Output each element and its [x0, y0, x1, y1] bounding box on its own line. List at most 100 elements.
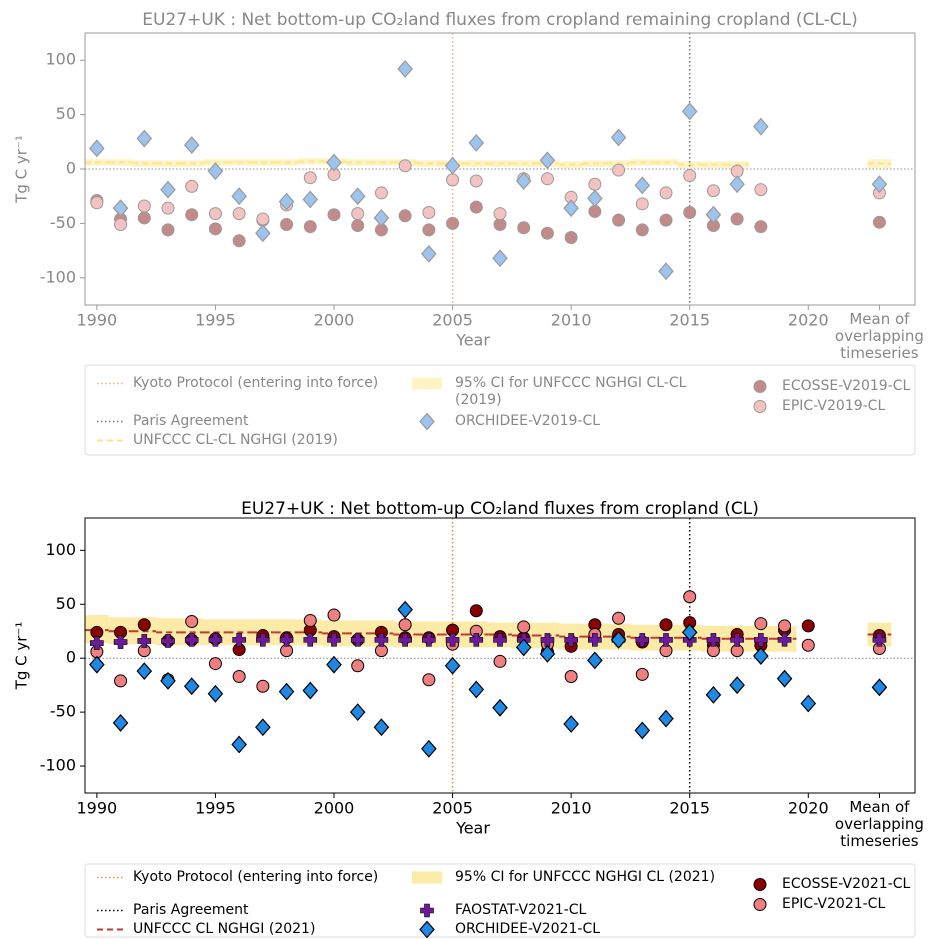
point — [89, 139, 105, 158]
legend-swatch — [412, 377, 442, 390]
point — [278, 682, 295, 701]
legend-label-box: ORCHIDEE-V2019-CL — [455, 413, 601, 429]
y-tick-label: 0 — [66, 159, 76, 178]
x-axis-label: Year — [455, 819, 490, 838]
point — [327, 608, 341, 622]
x-tick-label: 2000 — [314, 311, 355, 330]
point — [659, 618, 673, 632]
legend-swatch — [419, 920, 435, 939]
legend-label-box: Paris Agreement — [133, 902, 249, 918]
y-tick-label: -100 — [40, 756, 76, 775]
point — [871, 175, 888, 194]
point — [729, 676, 745, 695]
point — [183, 136, 200, 154]
point — [610, 630, 627, 649]
point — [800, 694, 817, 713]
point — [351, 207, 365, 221]
point — [444, 656, 461, 675]
legend-swatch — [419, 412, 435, 431]
point — [706, 633, 721, 647]
y-axis-label: Tg C yr⁻¹ — [13, 135, 31, 204]
y-tick-label: 100 — [45, 50, 76, 69]
chart-title: EU27+UK : Net bottom-up CO₂land fluxes f… — [142, 10, 857, 30]
legend-label: 95% CI for UNFCCC NGHGI CL (2021) — [455, 869, 716, 885]
legend-label-box: UNFCCC CL NGHGI (2021) — [133, 921, 315, 937]
point — [515, 638, 532, 657]
legend-label: EPIC-V2019-CL — [782, 398, 886, 414]
point — [137, 618, 151, 632]
point — [730, 633, 744, 647]
point — [493, 654, 507, 668]
point — [208, 633, 223, 647]
x-tick-label: 1995 — [195, 311, 236, 330]
point — [373, 209, 390, 227]
point — [421, 244, 437, 263]
point — [113, 635, 128, 649]
point — [658, 709, 674, 728]
legend-label: ORCHIDEE-V2019-CL — [455, 413, 601, 429]
point — [185, 615, 199, 629]
point — [753, 117, 769, 136]
point — [303, 613, 317, 627]
point — [776, 669, 793, 688]
point — [397, 600, 413, 619]
point — [207, 684, 224, 703]
plot-frame — [84, 517, 916, 794]
point — [469, 174, 483, 188]
point — [705, 685, 722, 704]
point — [185, 208, 199, 222]
x-tick-label: 2000 — [314, 799, 355, 818]
legend-label: Kyoto Protocol (entering into force) — [133, 375, 379, 391]
legend-label-box: ECOSSE-V2019-CL — [782, 378, 910, 394]
x-tick-label-box: Mean of overlapping timeseries — [835, 799, 924, 850]
point — [278, 192, 295, 211]
legend-label: Paris Agreement — [133, 902, 249, 918]
point — [612, 611, 626, 625]
point — [683, 590, 697, 604]
point — [208, 207, 222, 221]
point — [493, 217, 507, 231]
point — [208, 657, 222, 671]
point — [184, 633, 199, 647]
legend-label: ORCHIDEE-V2021-CL — [455, 921, 601, 937]
point — [469, 200, 483, 214]
y-tick-label: 0 — [66, 648, 76, 667]
point — [232, 234, 246, 248]
legend-label-box: Kyoto Protocol (entering into force) — [133, 375, 379, 391]
point — [350, 633, 365, 647]
point — [207, 162, 224, 181]
x-tick-label: 2015 — [669, 311, 710, 330]
x-tick-label: 1995 — [195, 799, 236, 818]
point — [231, 187, 247, 206]
point — [540, 226, 554, 240]
point — [539, 151, 556, 170]
point — [469, 633, 484, 647]
point — [754, 633, 768, 647]
point — [374, 633, 389, 647]
legend-swatch — [753, 898, 767, 911]
point — [778, 619, 792, 633]
legend-label-box: 95% CI for UNFCCC NGHGI CL (2021) — [455, 869, 716, 885]
legend-label: FAOSTAT-V2021-CL — [455, 902, 587, 918]
point — [398, 633, 412, 647]
point — [659, 186, 673, 200]
point — [659, 213, 673, 227]
x-tick-label-box: Mean of overlapping timeseries — [835, 311, 924, 362]
x-tick-label: 2020 — [788, 799, 829, 818]
point — [303, 220, 317, 234]
point — [422, 633, 436, 647]
point — [255, 718, 271, 737]
x-axis-label: Year — [455, 331, 490, 350]
point — [373, 718, 390, 737]
point — [232, 670, 246, 684]
point — [327, 633, 341, 647]
point — [729, 175, 745, 194]
point — [445, 633, 460, 647]
point — [634, 721, 651, 740]
point — [493, 207, 507, 221]
point — [351, 219, 365, 233]
point — [351, 659, 365, 673]
legend-label-box: ORCHIDEE-V2021-CL — [455, 921, 601, 937]
point — [397, 59, 413, 78]
point — [160, 671, 176, 690]
